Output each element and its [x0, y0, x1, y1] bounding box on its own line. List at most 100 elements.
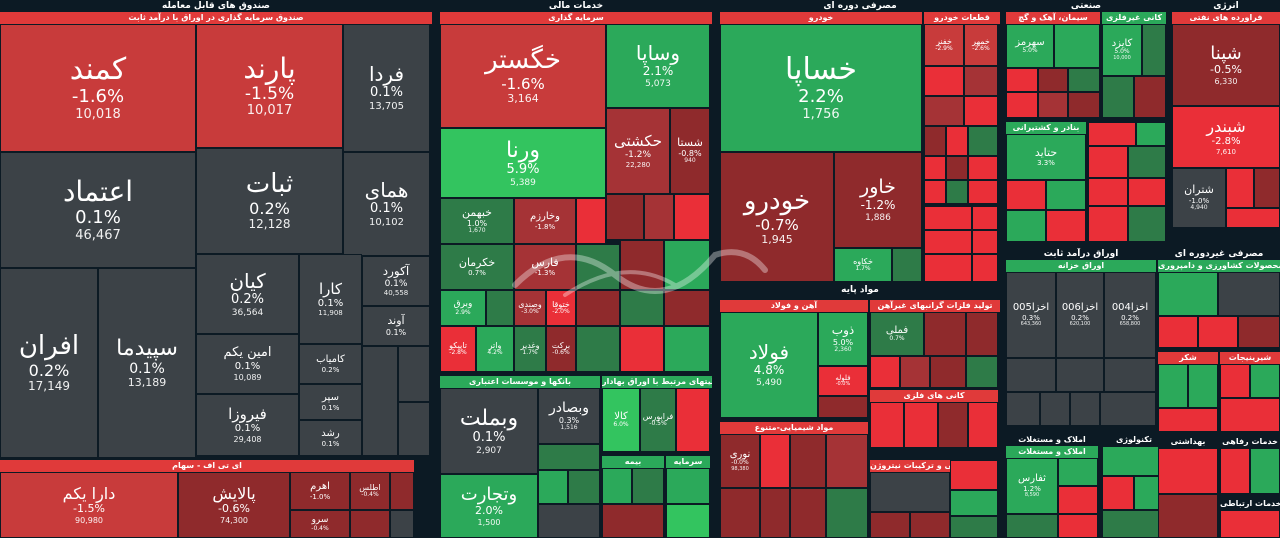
tile-khafnar[interactable]: خفنر -2.9%: [924, 24, 964, 66]
tile-small-parts[interactable]: [968, 126, 998, 156]
tile-kian[interactable]: کیان 0.2% 36,564: [196, 254, 299, 334]
tile-small-health[interactable]: [1158, 448, 1218, 494]
tile-fares[interactable]: فارس -1.3%: [514, 244, 576, 290]
tile-small-ins[interactable]: [632, 468, 664, 504]
tile-small-prec[interactable]: [924, 312, 966, 356]
tile-small-chem[interactable]: [760, 434, 790, 488]
tile-kala[interactable]: کالا 6.0%: [602, 388, 640, 452]
tile-small-parts[interactable]: [924, 66, 964, 96]
tile-varna[interactable]: ورنا 5.9% 5,389: [440, 128, 606, 198]
tile-khamahr[interactable]: خمهر -2.6%: [964, 24, 998, 66]
tile-small-parts[interactable]: [968, 180, 998, 204]
tile-parand[interactable]: پارند -1.5% 10,017: [196, 24, 343, 148]
tile-small-steel[interactable]: [818, 396, 868, 418]
tile-small-prec[interactable]: [966, 356, 998, 388]
tile-noori[interactable]: نوری -0.0% 98,380: [720, 434, 760, 488]
tile-small-etf[interactable]: [350, 510, 390, 538]
tile-small-prec[interactable]: [966, 312, 998, 356]
tile-small-fin[interactable]: [576, 290, 620, 326]
tile-folah[interactable]: فلوله -0.0%: [818, 366, 868, 396]
tile-sehormoz[interactable]: سهرمز 5.0%: [1006, 24, 1054, 68]
tile-small-re[interactable]: [1058, 514, 1098, 538]
tile-small-welfare[interactable]: [1250, 448, 1280, 494]
tile-small-fin[interactable]: [576, 244, 620, 290]
tile-small-bank[interactable]: [538, 470, 568, 504]
tile-shebendar[interactable]: شبندر -2.8% 7,610: [1172, 106, 1280, 168]
tile-small-fin[interactable]: [486, 290, 514, 326]
tile-small-agri[interactable]: [1218, 272, 1280, 316]
tile-small-nitro[interactable]: [870, 512, 910, 538]
tile-small-parts[interactable]: [924, 126, 946, 156]
tile-khakaghaz[interactable]: خکاوه 1.7%: [834, 248, 892, 282]
tile-small-bond[interactable]: [1104, 358, 1156, 392]
tile-small-fund[interactable]: [398, 402, 430, 456]
tile-small-agri[interactable]: [1198, 316, 1238, 348]
tile-small-prec[interactable]: [900, 356, 930, 388]
tile-akhza004[interactable]: اخزا004 0.2% 658,800: [1104, 272, 1156, 358]
tile-small-bond[interactable]: [1006, 358, 1056, 392]
tile-sarv[interactable]: سرو -0.4%: [290, 510, 350, 538]
tile-small-parts[interactable]: [924, 230, 972, 254]
tile-small-fund[interactable]: [398, 346, 430, 402]
tile-small-bank[interactable]: [538, 444, 600, 470]
tile-small-chem[interactable]: [826, 488, 868, 538]
tile-small-energy[interactable]: [1226, 168, 1254, 208]
tile-fameli[interactable]: فملی 0.7%: [870, 312, 924, 356]
tile-vbsader[interactable]: وبصادر 0.3% 1,516: [538, 388, 600, 444]
tile-small-ind[interactable]: [1088, 178, 1128, 206]
tile-small-sweet[interactable]: [1220, 398, 1280, 432]
tile-small-nitro[interactable]: [950, 460, 998, 490]
tile-small-chem[interactable]: [760, 488, 790, 538]
tile-small-metal[interactable]: [938, 402, 968, 448]
tile-vesandi[interactable]: وصندی -3.0%: [514, 290, 546, 326]
tile-small-cement[interactable]: [1038, 92, 1068, 118]
tile-small-ind[interactable]: [1128, 206, 1166, 242]
tile-small-parts[interactable]: [946, 180, 968, 204]
tile-small-cement[interactable]: [1038, 68, 1068, 92]
tile-small-sugar[interactable]: [1158, 364, 1188, 408]
tile-small-ind[interactable]: [1088, 122, 1136, 146]
tile-small-bank[interactable]: [538, 504, 600, 538]
tile-small-sugar[interactable]: [1158, 408, 1218, 432]
tile-hamay[interactable]: همای 0.1% 10,102: [343, 152, 430, 256]
tile-small-nonmetal[interactable]: [1142, 24, 1166, 76]
tile-zob[interactable]: ذوب 5.0% 2,360: [818, 312, 868, 366]
tile-small-comm[interactable]: [1220, 510, 1280, 538]
tile-small-tech[interactable]: [1102, 510, 1166, 538]
tile-small-port[interactable]: [1006, 210, 1046, 242]
tile-sepidma[interactable]: سپیدما 0.1% 13,189: [98, 268, 196, 458]
tile-vbemellat[interactable]: وبملت 0.1% 2,907: [440, 388, 538, 474]
tile-atlas[interactable]: اطلس -0.4%: [350, 472, 390, 510]
tile-fooolad[interactable]: فولاد 4.8% 5,490: [720, 312, 818, 418]
tile-small-fin[interactable]: [620, 290, 664, 326]
tile-small-fin[interactable]: [606, 194, 644, 240]
tile-kamand[interactable]: کمند -1.6% 10,018: [0, 24, 196, 152]
tile-small-sugar[interactable]: [1188, 364, 1218, 408]
tile-otgharas[interactable]: ثفارس 1.2% 8,590: [1006, 458, 1058, 514]
tile-small-bond[interactable]: [1040, 392, 1070, 426]
tile-akord[interactable]: آکورد 0.1% 40,558: [362, 256, 430, 306]
tile-vtejarat[interactable]: وتجارت 2.0% 1,500: [440, 474, 538, 538]
tile-khbahman[interactable]: خبهمن 1.0% 1,670: [440, 198, 514, 244]
tile-small-metal[interactable]: [968, 402, 998, 448]
tile-small-cap[interactable]: [666, 504, 710, 538]
tile-small-bond[interactable]: [1070, 392, 1100, 426]
tile-small-sweet[interactable]: [1220, 364, 1250, 398]
tile-sabat[interactable]: ثبات 0.2% 12,128: [196, 148, 343, 254]
tile-small-agri[interactable]: [1158, 316, 1198, 348]
tile-small-parts[interactable]: [946, 156, 968, 180]
tile-small-agri[interactable]: [1238, 316, 1280, 348]
tile-small-chem[interactable]: [826, 434, 868, 488]
tile-ahrom[interactable]: اهرم -1.0%: [290, 472, 350, 510]
tile-small-ind[interactable]: [1088, 206, 1128, 242]
tile-small-nitro[interactable]: [870, 472, 950, 512]
tile-small-cement[interactable]: [1068, 92, 1100, 118]
tile-shepna[interactable]: شپنا -0.5% 6,330: [1172, 24, 1280, 106]
tile-small-energy[interactable]: [1226, 208, 1280, 228]
tile-small-ind[interactable]: [1088, 146, 1128, 178]
tile-aond[interactable]: آوند 0.1%: [362, 306, 430, 346]
tile-vagheir[interactable]: وغدیر 1.7%: [514, 326, 546, 372]
tile-khavar[interactable]: خاور -1.2% 1,886: [834, 152, 922, 248]
tile-small-cap[interactable]: [666, 468, 710, 504]
tile-small-fin[interactable]: [674, 194, 710, 240]
